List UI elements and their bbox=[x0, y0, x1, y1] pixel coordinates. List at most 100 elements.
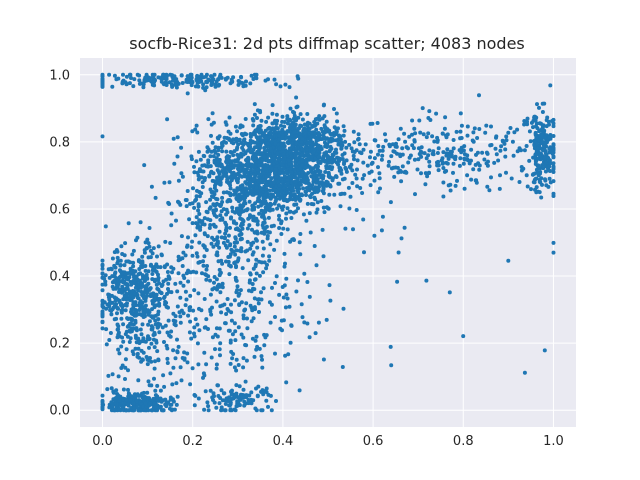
data-point bbox=[241, 387, 246, 392]
data-point bbox=[277, 213, 281, 218]
data-point bbox=[280, 135, 285, 140]
data-point bbox=[246, 401, 251, 406]
data-point bbox=[109, 267, 114, 272]
data-point bbox=[198, 157, 203, 162]
data-point bbox=[282, 124, 287, 129]
data-point bbox=[309, 154, 314, 159]
data-point bbox=[540, 139, 545, 144]
data-point bbox=[245, 157, 250, 162]
data-point bbox=[492, 160, 497, 165]
data-point bbox=[218, 353, 222, 358]
data-point bbox=[392, 149, 397, 154]
data-point bbox=[241, 84, 246, 89]
data-point bbox=[477, 167, 482, 172]
data-point bbox=[317, 181, 322, 186]
data-point bbox=[221, 240, 226, 245]
data-point bbox=[360, 176, 365, 181]
data-point bbox=[183, 253, 188, 258]
data-point bbox=[172, 74, 177, 79]
data-point bbox=[112, 73, 117, 78]
data-point bbox=[140, 357, 145, 362]
data-point bbox=[522, 370, 527, 375]
data-point bbox=[197, 212, 202, 216]
data-point bbox=[207, 173, 212, 178]
data-point bbox=[376, 152, 380, 157]
data-point bbox=[298, 197, 303, 202]
data-point bbox=[533, 162, 538, 166]
data-point bbox=[291, 116, 296, 121]
data-point bbox=[393, 144, 398, 149]
data-point bbox=[461, 334, 466, 339]
data-point bbox=[321, 205, 326, 210]
data-point bbox=[486, 159, 490, 164]
data-point bbox=[427, 159, 432, 164]
data-point bbox=[131, 248, 136, 253]
data-point bbox=[278, 84, 283, 89]
data-point bbox=[212, 394, 216, 399]
data-point bbox=[295, 74, 300, 79]
data-point bbox=[212, 213, 217, 218]
data-point bbox=[149, 184, 154, 189]
data-point bbox=[368, 149, 373, 154]
data-point bbox=[218, 72, 223, 77]
data-point bbox=[289, 141, 294, 146]
data-point bbox=[376, 190, 381, 195]
data-point bbox=[337, 181, 342, 186]
data-point bbox=[153, 322, 158, 327]
data-point bbox=[228, 243, 232, 248]
data-point bbox=[537, 105, 541, 110]
data-point bbox=[240, 190, 245, 195]
data-point bbox=[194, 159, 199, 164]
data-point bbox=[294, 149, 299, 153]
data-point bbox=[291, 120, 296, 125]
data-point bbox=[339, 146, 344, 150]
data-point bbox=[282, 283, 287, 288]
data-point bbox=[161, 373, 166, 378]
data-point bbox=[120, 335, 125, 340]
data-point bbox=[546, 168, 551, 173]
data-point bbox=[128, 321, 133, 326]
data-point bbox=[199, 72, 204, 77]
data-point bbox=[324, 183, 329, 188]
data-point bbox=[449, 149, 454, 154]
data-point bbox=[202, 297, 207, 301]
data-point bbox=[334, 129, 339, 134]
data-point bbox=[259, 118, 264, 123]
data-point bbox=[498, 173, 502, 178]
data-point bbox=[289, 216, 294, 220]
data-point bbox=[118, 263, 123, 268]
data-point bbox=[131, 352, 136, 357]
data-point bbox=[288, 239, 293, 244]
data-point bbox=[320, 183, 325, 188]
data-point bbox=[534, 176, 539, 181]
data-point bbox=[313, 197, 318, 202]
data-point bbox=[128, 293, 133, 298]
data-point bbox=[100, 81, 105, 86]
data-point bbox=[435, 135, 440, 140]
data-point bbox=[195, 130, 200, 135]
data-point bbox=[192, 325, 197, 330]
data-point bbox=[266, 77, 270, 82]
x-tick-label: 1.0 bbox=[543, 434, 564, 449]
data-point bbox=[100, 398, 105, 403]
data-point bbox=[100, 393, 105, 398]
data-point bbox=[265, 234, 270, 238]
data-point bbox=[135, 392, 140, 397]
data-point bbox=[238, 216, 243, 221]
data-point bbox=[404, 170, 409, 175]
data-point bbox=[100, 134, 105, 139]
data-point bbox=[254, 257, 259, 262]
data-point bbox=[293, 167, 297, 172]
data-point bbox=[159, 291, 164, 295]
data-point bbox=[260, 212, 265, 217]
data-point bbox=[316, 185, 321, 189]
data-point bbox=[262, 178, 267, 183]
data-point bbox=[136, 272, 141, 277]
data-point bbox=[399, 179, 404, 184]
data-point bbox=[153, 388, 158, 393]
data-point bbox=[362, 250, 366, 255]
data-point bbox=[123, 357, 128, 362]
data-point bbox=[281, 295, 286, 300]
data-point bbox=[270, 111, 275, 116]
y-axis-ticks: 0.0 0.2 0.4 0.6 0.8 1.0 bbox=[49, 68, 70, 418]
